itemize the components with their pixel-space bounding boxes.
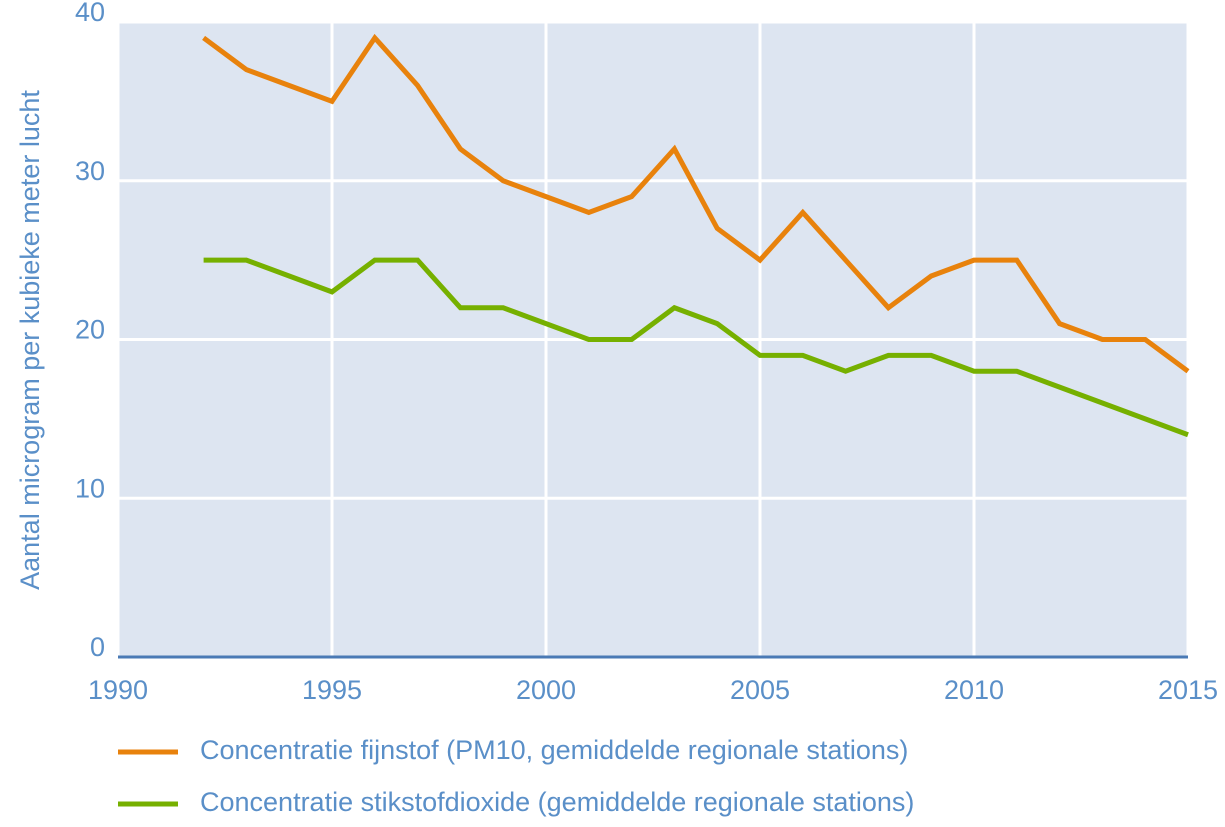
x-tick-label: 2015	[1158, 675, 1218, 705]
x-tick-label: 1995	[302, 675, 362, 705]
x-tick-label: 1990	[88, 675, 148, 705]
data-line	[202, 33, 1190, 374]
legend-label: Concentratie fijnstof (PM10, gemiddelde …	[200, 735, 908, 765]
x-tick-label: 2010	[944, 675, 1004, 705]
legend-label: Concentratie stikstofdioxide (gemiddelde…	[200, 787, 914, 817]
y-tick-label: 10	[75, 473, 105, 503]
data-line	[203, 257, 1189, 438]
y-tick-label: 0	[90, 632, 105, 662]
y-tick-label: 20	[75, 315, 105, 345]
x-tick-label: 2005	[730, 675, 790, 705]
x-tick-label: 2000	[516, 675, 576, 705]
y-axis-label: Aantal microgram per kubieke meter lucht	[15, 90, 45, 590]
y-tick-label: 30	[75, 156, 105, 186]
y-tick-label: 40	[75, 0, 105, 27]
